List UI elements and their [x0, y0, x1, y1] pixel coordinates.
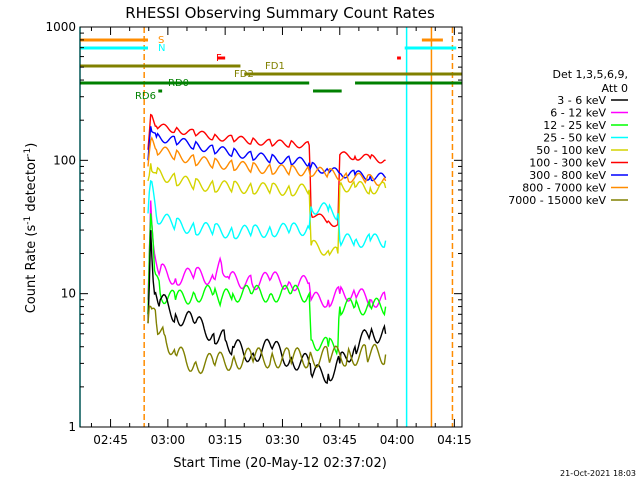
y-axis-label: Count Rate (s-1 detector-1)	[23, 143, 39, 314]
flag-label-s: S	[158, 35, 164, 46]
chart-title: RHESSI Observing Summary Count Rates	[125, 4, 435, 22]
x-axis-label: Start Time (20-May-12 02:37:02)	[173, 456, 387, 471]
x-tick-label: 03:00	[151, 433, 186, 447]
y-axis-label-part2: detector	[24, 156, 39, 216]
legend-label-2: 12 - 25 keV	[543, 119, 606, 132]
series-line-8	[147, 305, 387, 375]
y-axis-label-sup1: -1	[23, 216, 33, 225]
legend-label-0: 3 - 6 keV	[557, 94, 606, 107]
series-line-1	[147, 126, 387, 182]
footer-timestamp: 21-Oct-2021 18:03	[560, 469, 636, 478]
flag-label-n: N	[158, 43, 165, 54]
axes: 1 10 100 1000 02:45 03:00 03:15 03:30 03:45 04:00…	[45, 20, 471, 447]
legend-label-3: 25 - 50 keV	[543, 132, 606, 145]
series-line-4	[147, 179, 387, 249]
x-tick-label: 02:45	[93, 433, 128, 447]
flag-label-rd6: RD6	[135, 91, 156, 102]
plot-frame	[79, 26, 463, 428]
legend-label-1: 6 - 12 keV	[550, 107, 606, 120]
x-tick-label: 03:15	[208, 433, 243, 447]
legend-header-1: Det 1,3,5,6,9,	[552, 68, 628, 81]
series-line-6	[147, 213, 387, 356]
x-tick-label: 03:30	[265, 433, 300, 447]
y-axis-label-sup2: -1	[23, 148, 33, 157]
x-tick-label: 04:15	[437, 433, 472, 447]
series-group	[147, 113, 387, 385]
x-tick-label: 04:00	[380, 433, 415, 447]
flag-label-f: F	[216, 53, 222, 64]
flag-label-fd2: FD2	[234, 69, 254, 80]
series-line-3	[147, 163, 387, 257]
flag-label-fd1: FD1	[265, 61, 285, 72]
legend-header-2: Att 0	[602, 82, 628, 95]
y-tick-label: 100	[53, 153, 76, 167]
y-tick-label: 10	[61, 287, 76, 301]
legend-label-4: 50 - 100 keV	[536, 144, 606, 157]
legend-label-7: 800 - 7000 keV	[522, 182, 606, 195]
detector-flags: SN F FD1 FD2 RD0 RD6	[80, 35, 462, 102]
legend-label-5: 100 - 300 keV	[529, 157, 606, 170]
series-line-0	[147, 113, 386, 228]
flag-label-rd0: RD0	[168, 78, 189, 89]
series-line-5	[147, 200, 387, 308]
legend-label-6: 300 - 800 keV	[529, 169, 606, 182]
x-tick-label: 03:45	[322, 433, 357, 447]
series-line-2	[147, 136, 387, 187]
y-tick-label: 1	[68, 420, 76, 434]
legend-label-8: 7000 - 15000 keV	[508, 194, 606, 207]
y-axis-label-part1: Count Rate (s	[24, 225, 39, 314]
series-line-7	[147, 230, 387, 385]
y-axis-label-part3: )	[24, 143, 39, 148]
y-tick-label: 1000	[45, 20, 76, 34]
